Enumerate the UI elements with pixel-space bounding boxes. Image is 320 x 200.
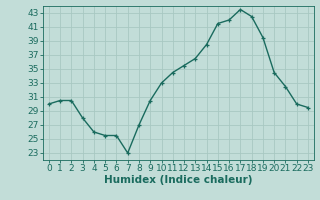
X-axis label: Humidex (Indice chaleur): Humidex (Indice chaleur) xyxy=(104,175,253,185)
